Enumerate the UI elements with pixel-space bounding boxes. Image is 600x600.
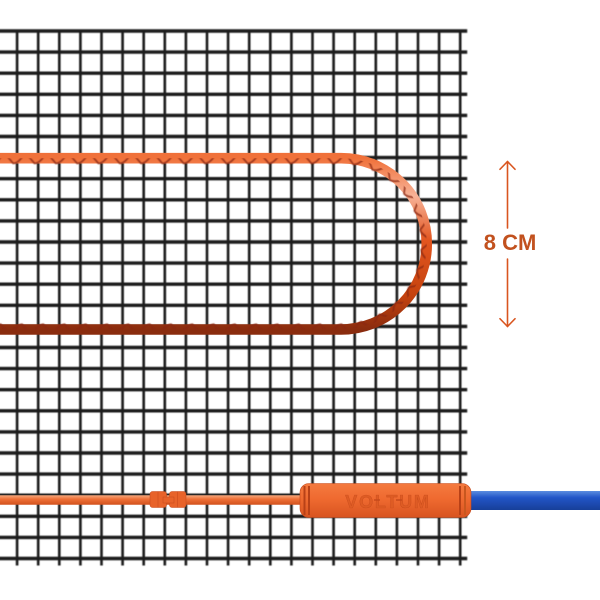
svg-text:8 CM: 8 CM (484, 230, 537, 255)
svg-text:VOLTUM: VOLTUM (345, 492, 430, 512)
